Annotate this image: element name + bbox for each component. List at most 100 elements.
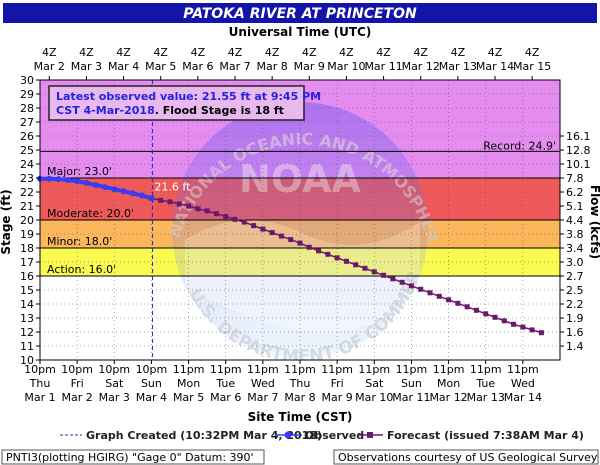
stage-tick-label: 16 [20,270,34,283]
stage-axis-title: Stage (ft) [0,189,13,254]
forecast-point [501,318,507,324]
flow-tick-label: 3.8 [566,228,584,241]
utc-tick-time: 4Z [79,46,94,59]
stage-tick-label: 23 [20,172,34,185]
observed-point [55,176,62,183]
utc-tick-time: 4Z [339,46,354,59]
observed-value-label: 21.6 ft [154,180,191,193]
utc-tick-date: Mar 10 [327,60,365,73]
site-tick-weekday: Tue [215,377,235,390]
site-tick-weekday: Fri [331,377,344,390]
stage-tick-label: 19 [20,228,34,241]
stage-tick-label: 26 [20,130,34,143]
forecast-point [278,233,284,239]
forecast-point [473,307,479,313]
footer-right-box [333,449,599,465]
forecast-point [343,258,349,264]
site-tick-weekday: Sun [141,377,162,390]
site-tick-time: 11pm [247,363,279,376]
forecast-point [427,290,433,296]
record-label: Record: 24.9' [483,139,556,152]
utc-tick-time: 4Z [153,46,168,59]
stage-tick-label: 20 [20,214,34,227]
threshold-label: Minor: 18.0' [47,235,112,248]
forecast-series [148,195,544,336]
forecast-point [223,214,229,219]
forecast-point [195,206,201,212]
site-tick-date: Mar 11 [392,391,430,404]
site-tick-time: 10pm [136,363,168,376]
forecast-point [483,311,489,317]
flow-tick-label: 4.4 [566,214,584,227]
forecast-point [390,276,396,282]
utc-tick-date: Mar 8 [257,60,288,73]
forecast-point [288,237,294,243]
forecast-point [455,300,461,306]
forecast-point [251,223,257,229]
utc-tick-time: 4Z [376,46,391,59]
site-tick-date: Mar 1 [24,391,55,404]
footer-datum: PNTI3(plotting HGIRG) "Gage 0" Datum: 39… [6,451,254,464]
flow-axis-title: Flow (kcfs) [588,185,600,259]
site-tick-date: Mar 7 [247,391,278,404]
stage-tick-label: 27 [20,116,34,129]
site-tick-time: 11pm [284,363,316,376]
utc-tick-time: 4Z [302,46,317,59]
stage-tick-label: 11 [20,340,34,353]
bottom-axis-title: Site Time (CST) [248,410,353,424]
legend-observed-marker [284,431,292,439]
site-tick-weekday: Fri [71,377,84,390]
flow-tick-label: 1.6 [566,326,584,339]
site-tick-time: 11pm [433,363,465,376]
forecast-point [232,216,238,222]
flow-tick-label: 2.2 [566,298,584,311]
forecast-point [511,321,517,327]
site-tick-weekday: Wed [251,377,275,390]
site-tick-weekday: Sun [401,377,422,390]
utc-tick-date: Mar 13 [439,60,477,73]
observed-point [64,176,71,183]
observed-point [92,182,99,188]
forecast-point [371,269,377,275]
info-line-1: Latest observed value: 21.55 ft at 9:45 … [56,90,321,103]
site-tick-date: Mar 10 [355,391,393,404]
flow-tick-label: 1.4 [566,340,584,353]
forecast-point [381,272,387,278]
forecast-point [399,279,405,285]
site-tick-time: 11pm [173,363,205,376]
forecast-point [186,203,192,209]
utc-tick-date: Mar 5 [145,60,176,73]
threshold-label: Action: 16.0' [47,263,116,276]
stage-tick-label: 15 [20,284,34,297]
forecast-point [260,226,266,232]
utc-tick-date: Mar 12 [402,60,440,73]
info-date: CST 4-Mar-2018 [56,104,155,117]
stage-tick-label: 30 [20,74,34,87]
site-tick-time: 11pm [358,363,390,376]
stage-tick-label: 12 [20,326,34,339]
observed-point [148,195,155,202]
forecast-point [176,201,182,207]
utc-tick-date: Mar 14 [476,60,514,73]
stage-tick-label: 25 [20,144,34,157]
chart-title: PATOKA RIVER AT PRINCETON [183,6,417,22]
site-tick-date: Mar 14 [504,391,542,404]
forecast-point [316,248,322,254]
forecast-point [362,265,368,271]
site-tick-weekday: Mon [437,377,460,390]
forecast-point [529,327,535,333]
stage-tick-label: 14 [20,298,34,311]
observed-point [139,192,146,199]
site-tick-time: 10pm [61,363,93,376]
forecast-point [418,286,424,292]
threshold-label: Major: 23.0' [47,165,112,178]
flow-tick-label: 12.8 [566,144,591,157]
legend-forecast: Forecast (issued 7:38AM Mar 4) [387,429,584,442]
flow-tick-label: 1.9 [566,312,584,325]
forecast-point [353,262,359,268]
flow-tick-label: 10.1 [566,158,591,171]
forecast-point [306,244,312,250]
utc-tick-date: Mar 9 [294,60,325,73]
latest-observation-box: Latest observed value: 21.55 ft at 9:45 … [48,85,321,121]
